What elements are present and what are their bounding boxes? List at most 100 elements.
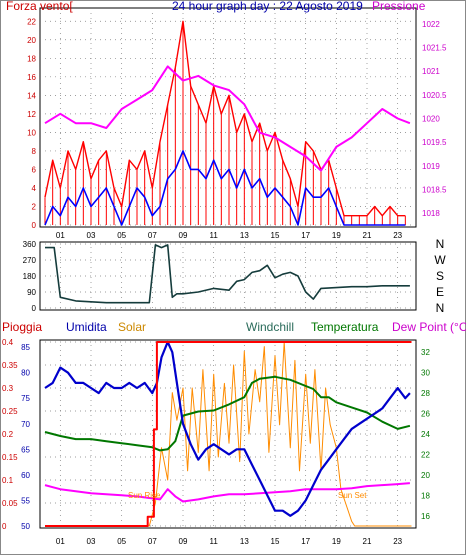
p1-xtick-17: 17 bbox=[301, 231, 310, 240]
compass-N-0: N bbox=[436, 237, 445, 251]
temp-tick-28: 28 bbox=[421, 389, 430, 398]
rain-tick-0: 0 bbox=[2, 522, 7, 531]
humidity-tick-65: 65 bbox=[21, 445, 30, 454]
direction-tick-0: 0 bbox=[32, 304, 37, 313]
p1-xtick-19: 19 bbox=[332, 231, 341, 240]
direction-line bbox=[45, 244, 410, 304]
wind-direction-panel bbox=[39, 241, 417, 311]
rain-tick-0.2: 0.2 bbox=[2, 430, 14, 439]
humidity-tick-70: 70 bbox=[21, 420, 30, 429]
humidity-tick-80: 80 bbox=[21, 369, 30, 378]
pressure-tick-1019.5: 1019.5 bbox=[422, 138, 447, 147]
pressure-tick-1018: 1018 bbox=[422, 209, 440, 218]
windchill-label: Windchill bbox=[246, 320, 294, 334]
p1-xtick-21: 21 bbox=[363, 231, 372, 240]
gust-line bbox=[44, 20, 406, 217]
wind-tick-0: 0 bbox=[32, 221, 37, 230]
temp-tick-24: 24 bbox=[421, 430, 430, 439]
direction-tick-90: 90 bbox=[27, 288, 36, 297]
wind-pressure-ticks: 0 2 4 6 8 10 12 14 16 18 20 22 1018 1018.5 1019 1019.5 1… bbox=[27, 17, 447, 240]
rain-line bbox=[45, 341, 412, 527]
wind-tick-16: 16 bbox=[27, 73, 36, 82]
sunrise-annotation: Sun Rise bbox=[128, 491, 161, 500]
p1-xtick-09: 09 bbox=[179, 231, 188, 240]
pressure-tick-1021.5: 1021.5 bbox=[422, 44, 447, 53]
pressure-label: Pressione bbox=[372, 0, 426, 13]
p3-xtick-shared-07: 07 bbox=[148, 537, 157, 546]
p1-xtick-07: 07 bbox=[148, 231, 157, 240]
rain-tick-0.3: 0.3 bbox=[2, 384, 14, 393]
p3-xtick-shared-03: 03 bbox=[87, 537, 96, 546]
rain-label: Pioggia bbox=[2, 320, 42, 334]
wind-direction-ticks: 0 90 180 270 360 01 03 05 07 09 11 13 15 17 19 21 23 bbox=[23, 240, 403, 546]
wind-tick-4: 4 bbox=[32, 184, 37, 193]
temp-tick-16: 16 bbox=[421, 512, 430, 521]
pressure-tick-1019: 1019 bbox=[422, 162, 440, 171]
p1-xtick-23: 23 bbox=[393, 231, 402, 240]
pressure-tick-1021: 1021 bbox=[422, 67, 440, 76]
rain-tick-0.35: 0.35 bbox=[2, 361, 18, 370]
wind-tick-14: 14 bbox=[27, 91, 36, 100]
wind-pressure-series bbox=[44, 20, 411, 226]
p1-xtick-11: 11 bbox=[210, 231, 219, 240]
compass-W-1: W bbox=[434, 253, 446, 267]
direction-tick-270: 270 bbox=[23, 256, 37, 265]
compass-S-2: S bbox=[436, 269, 444, 283]
p1-xtick-15: 15 bbox=[271, 231, 280, 240]
p3-xtick-shared-17: 17 bbox=[301, 537, 310, 546]
p3-xtick-shared-13: 13 bbox=[240, 537, 249, 546]
temp-tick-18: 18 bbox=[421, 491, 430, 500]
p3-xtick-shared-11: 11 bbox=[210, 537, 219, 546]
pressure-line bbox=[44, 65, 411, 172]
compass-E-3: E bbox=[436, 285, 444, 299]
p3-xtick-shared-05: 05 bbox=[117, 537, 126, 546]
wind-tick-12: 12 bbox=[27, 110, 36, 119]
wind-tick-20: 20 bbox=[27, 36, 36, 45]
wind-line bbox=[44, 150, 406, 226]
rain-tick-0.1: 0.1 bbox=[2, 476, 14, 485]
rain-tick-0.05: 0.05 bbox=[2, 499, 18, 508]
p3-xtick-shared-23: 23 bbox=[393, 537, 402, 546]
humidity-line bbox=[44, 340, 411, 517]
direction-tick-360: 360 bbox=[23, 240, 37, 249]
pressure-tick-1020: 1020 bbox=[422, 115, 440, 124]
wind-tick-6: 6 bbox=[32, 165, 37, 174]
temperature-label: Temperatura bbox=[311, 320, 379, 334]
solar-line bbox=[45, 341, 412, 527]
rain-humidity-series bbox=[44, 340, 412, 527]
wind-force-label: Forza vento[ bbox=[6, 0, 73, 13]
rain-tick-0.25: 0.25 bbox=[2, 407, 18, 416]
p3-xtick-shared-19: 19 bbox=[332, 537, 341, 546]
humidity-tick-60: 60 bbox=[21, 471, 30, 480]
sunset-annotation: Sun Set bbox=[338, 491, 367, 500]
humidity-tick-75: 75 bbox=[21, 394, 30, 403]
wind-tick-10: 10 bbox=[27, 128, 36, 137]
p1-xtick-03: 03 bbox=[87, 231, 96, 240]
dewpoint-line bbox=[44, 482, 410, 503]
wind-direction-series bbox=[45, 244, 410, 304]
rain-tick-0.15: 0.15 bbox=[2, 453, 18, 462]
solar-label: Solar bbox=[118, 320, 146, 334]
rain-humidity-ticks: 0 0.05 0.1 0.15 0.2 0.25 0.3 0.35 0.4 50 55 60 65 70 7… bbox=[2, 338, 430, 531]
p3-xtick-shared-09: 09 bbox=[179, 537, 188, 546]
p1-xtick-05: 05 bbox=[117, 231, 126, 240]
humidity-tick-85: 85 bbox=[21, 343, 30, 352]
p1-xtick-01: 01 bbox=[56, 231, 65, 240]
direction-tick-180: 180 bbox=[23, 272, 37, 281]
wind-tick-22: 22 bbox=[27, 17, 36, 26]
temp-tick-20: 20 bbox=[421, 471, 430, 480]
p3-xtick-shared-21: 21 bbox=[363, 537, 372, 546]
p3-xtick-shared-01: 01 bbox=[56, 537, 65, 546]
wind-tick-8: 8 bbox=[32, 147, 37, 156]
temp-tick-30: 30 bbox=[421, 369, 430, 378]
humidity-tick-55: 55 bbox=[21, 496, 30, 505]
pressure-tick-1020.5: 1020.5 bbox=[422, 91, 447, 100]
pressure-tick-1018.5: 1018.5 bbox=[422, 186, 447, 195]
dewpoint-label: Dew Point (°C) bbox=[392, 320, 466, 334]
humidity-label: Umidita bbox=[66, 320, 107, 334]
temperature-line bbox=[44, 375, 411, 452]
wind-pressure-panel bbox=[39, 7, 417, 228]
temp-tick-32: 32 bbox=[421, 348, 430, 357]
